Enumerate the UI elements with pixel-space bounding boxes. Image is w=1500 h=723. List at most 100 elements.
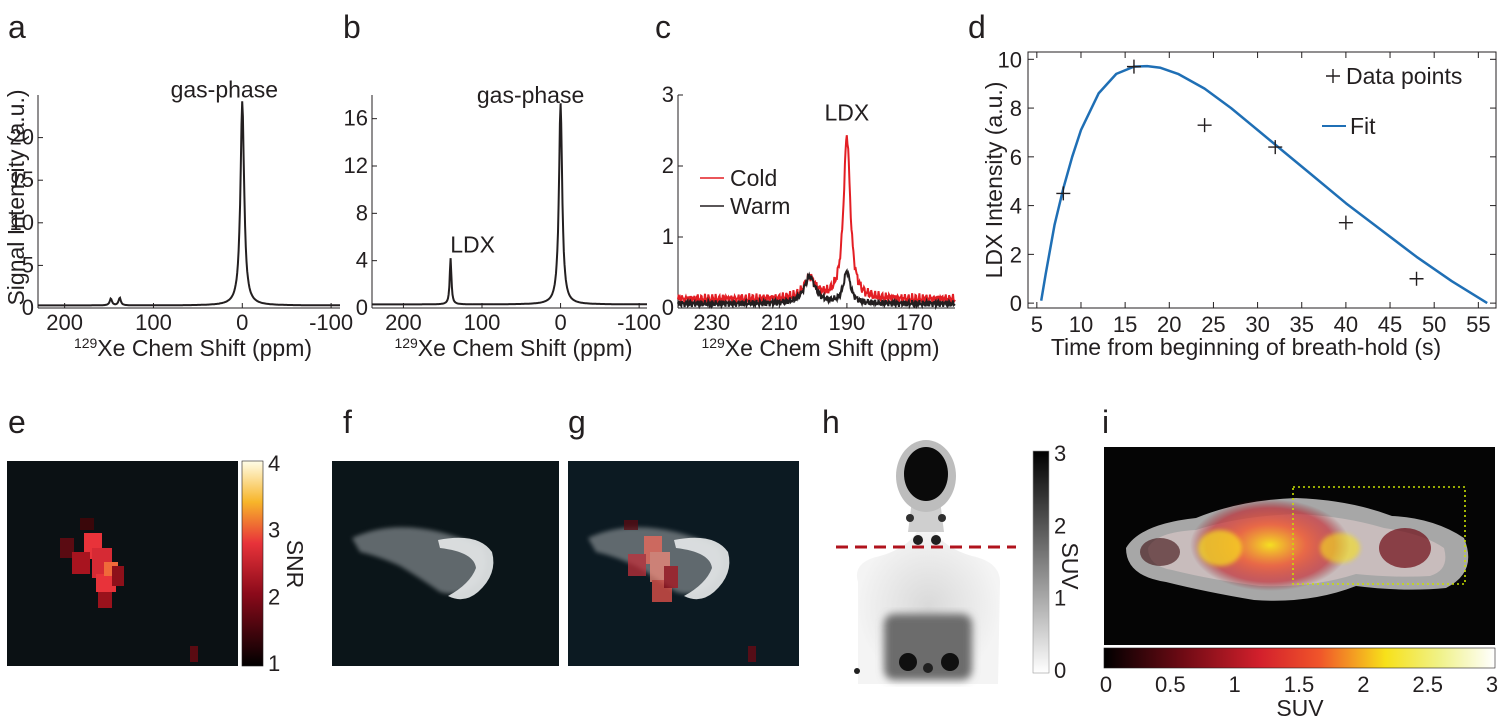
x-tick-label: 230	[693, 310, 730, 335]
panel-label-e: e	[8, 404, 26, 440]
x-axis-title-main: Xe Chem Shift (ppm)	[418, 335, 633, 361]
colorbar-i-labels: 0 0.5 1 1.5 2 2.5 3 SUV	[1100, 672, 1498, 721]
chart-b: 200 100 0 -100 0 4 8 12 16 129Xe Chem Shift (ppm)…	[344, 82, 662, 361]
panel-label-a: a	[8, 9, 26, 45]
image-h	[836, 440, 1050, 684]
data-point	[1409, 271, 1424, 286]
y-tick-label: 6	[1010, 145, 1022, 170]
y-tick-label: 3	[662, 82, 674, 107]
pet-colorbar	[1032, 450, 1050, 674]
annotation-gas-phase: gas-phase	[477, 82, 584, 108]
colorbar-i-tick: 1.5	[1284, 672, 1315, 697]
y-tick-label: 2	[662, 153, 674, 178]
image-e	[7, 460, 264, 667]
panel-label-d: d	[968, 9, 986, 45]
y-tick-label: 4	[1010, 194, 1022, 219]
panel-label-i: i	[1102, 404, 1109, 440]
pet-brain	[904, 447, 948, 501]
colorbar-i-tick: 0	[1100, 672, 1112, 697]
roi-box	[1292, 486, 1466, 585]
series-line-cold	[677, 135, 956, 307]
x-axis-title: 129Xe Chem Shift (ppm)	[394, 335, 632, 361]
panel-label-h: h	[822, 404, 840, 440]
y-axis-title: LDX Intensity (a.u.)	[981, 82, 1007, 279]
colorbar-i-tick: 3	[1486, 672, 1498, 697]
x-axis-title-main: Xe Chem Shift (ppm)	[97, 335, 312, 361]
y-tick-label: 8	[356, 200, 368, 225]
x-tick-label: 5	[1031, 312, 1043, 337]
panel-label-g: g	[568, 404, 586, 440]
colorbar-h-title: SUV	[1057, 542, 1083, 590]
legend-marker-data-points	[1326, 69, 1340, 83]
data-point	[1197, 118, 1212, 133]
panel-label-f: f	[343, 404, 352, 440]
x-tick-label: 20	[1157, 312, 1181, 337]
y-tick-label: 12	[344, 153, 368, 178]
y-tick-label: 15	[10, 167, 34, 192]
x-tick-label: 40	[1334, 312, 1358, 337]
y-tick-label: 0	[356, 295, 368, 320]
x-tick-label: 55	[1466, 312, 1490, 337]
x-axis-title-sup: 129	[701, 335, 725, 351]
x-axis-title: 129Xe Chem Shift (ppm)	[701, 335, 939, 361]
data-point	[1338, 215, 1353, 230]
annotation-ldx: LDX	[450, 231, 495, 257]
x-tick-label: 0	[554, 310, 566, 335]
legend-label-warm: Warm	[730, 193, 790, 219]
x-axis-title: Time from beginning of breath-hold (s)	[1051, 334, 1441, 360]
image-f	[332, 461, 559, 666]
series-line-warm	[677, 268, 956, 311]
colorbar-e-tick: 1	[268, 651, 280, 676]
legend-label-fit: Fit	[1350, 113, 1376, 139]
mri-bright-structure	[438, 537, 494, 600]
x-tick-label: 50	[1422, 312, 1446, 337]
colorbar-i-tick: 2	[1357, 672, 1369, 697]
data-point	[1126, 59, 1141, 74]
y-tick-label: 5	[22, 252, 34, 277]
colorbar-h-labels: 0 1 2 3 SUV	[1054, 441, 1083, 683]
x-tick-label: 35	[1289, 312, 1313, 337]
y-tick-label: 8	[1010, 96, 1022, 121]
x-tick-label: 30	[1245, 312, 1269, 337]
series-line-spectrum	[38, 101, 340, 307]
y-tick-label: 2	[1010, 242, 1022, 267]
panel-label-b: b	[343, 9, 361, 45]
x-tick-label: 190	[829, 310, 866, 335]
overlay-snr-hotspot	[624, 520, 756, 662]
x-tick-label: 170	[896, 310, 933, 335]
colorbar-e-title: SNR	[282, 540, 308, 589]
x-tick-label: 200	[46, 310, 83, 335]
x-tick-label: 25	[1201, 312, 1225, 337]
x-tick-label: 45	[1378, 312, 1402, 337]
colorbar-i-tick: 2.5	[1412, 672, 1443, 697]
colorbar-h-tick: 3	[1054, 441, 1066, 466]
annotation-gas-phase: gas-phase	[171, 77, 278, 103]
y-tick-label: 16	[344, 106, 368, 131]
colorbar-e-tick: 3	[268, 518, 280, 543]
colorbar-h-tick: 2	[1054, 513, 1066, 538]
data-point	[1268, 140, 1283, 155]
colorbar-i-title: SUV	[1276, 695, 1324, 721]
x-tick-label: 10	[1069, 312, 1093, 337]
panel-label-c: c	[655, 9, 671, 45]
colorbar-e-tick: 4	[268, 451, 280, 476]
petct-colorbar	[1103, 647, 1496, 669]
x-tick-label: 100	[135, 310, 172, 335]
legend-label-cold: Cold	[730, 165, 777, 191]
y-tick-label: 1	[662, 224, 674, 249]
plot-frame	[1027, 51, 1497, 309]
colorbar-h-tick: 0	[1054, 658, 1066, 683]
chart-c: 230 210 190 170 0 1 2 3 129Xe Chem Shift (ppm) LD…	[662, 82, 956, 361]
colorbar-i-tick: 1	[1229, 672, 1241, 697]
petct-hot-region	[1190, 499, 1350, 591]
y-tick-label: 4	[356, 248, 368, 273]
colorbar-e-tick: 2	[268, 584, 280, 609]
x-tick-label: 0	[236, 310, 248, 335]
y-tick-label: 20	[10, 125, 34, 150]
y-tick-label: 0	[1010, 291, 1022, 316]
x-tick-label: 210	[761, 310, 798, 335]
image-i	[1103, 447, 1496, 669]
y-tick-label: 10	[10, 210, 34, 235]
